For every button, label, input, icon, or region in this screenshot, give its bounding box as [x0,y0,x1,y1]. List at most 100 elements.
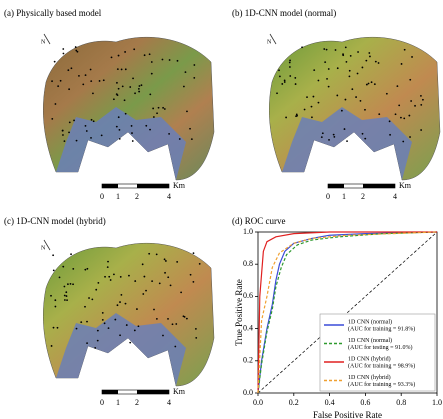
map-point [344,128,346,130]
map-point [195,337,197,339]
map-point [341,110,343,112]
map-point [326,78,328,80]
map-point [396,85,398,87]
map-point [156,318,158,320]
scale-label: 2 [135,398,139,407]
scale-label: 4 [167,192,171,201]
map-point [342,54,344,56]
map-point [289,75,291,77]
map-point [59,276,61,278]
map-point [414,105,416,107]
map-point [180,291,182,293]
map-point [64,295,66,297]
map-point [349,70,351,72]
map-point [67,283,69,285]
map-point [118,55,120,57]
map-point [88,297,90,299]
map-point [107,261,109,263]
map-point [68,132,70,134]
map-point [145,125,147,127]
map-point [132,77,134,79]
map-point [318,102,320,104]
map-point [328,139,330,141]
map-point [124,99,126,101]
map-point [289,66,291,68]
map-point [129,342,131,344]
map-point [333,134,335,136]
map-point [78,75,80,77]
map-point [183,86,185,88]
map-point [103,79,105,81]
map-point [328,86,330,88]
map-point [86,130,88,132]
map-point [145,290,147,292]
map-point [176,261,178,263]
map-point [386,93,388,95]
map-point [133,48,135,50]
map-point [131,132,133,134]
map-point [366,84,368,86]
map-point [104,322,106,324]
map-point [53,269,55,271]
map-point [125,68,127,70]
map-point [54,61,56,63]
map-point [90,69,92,71]
map-point [345,99,347,101]
map-point [134,280,136,282]
map-point [156,253,158,255]
scale-unit: Km [399,181,412,190]
map-point [126,324,128,326]
map-point [119,138,121,140]
map-point [97,282,99,284]
map-point [351,88,353,90]
map-point [51,345,53,347]
map-point [321,136,323,138]
map-point [62,134,64,136]
map-point [57,85,59,87]
map-point [122,85,124,87]
map-point [91,299,93,301]
scale-label: 2 [135,192,139,201]
map-point [69,121,71,123]
map-point [365,60,367,62]
map-point [132,140,134,142]
map-point [285,117,287,119]
map-point [97,340,99,342]
map-point [294,77,296,79]
map-point [93,120,95,122]
map-point [164,108,166,110]
map-point [75,50,77,52]
map-point [142,263,144,265]
map-point [162,107,164,109]
map-point [121,69,123,71]
map-point [118,116,120,118]
map-point [374,83,376,85]
map-point [369,56,371,58]
panel-label: (b) 1D-CNN model (normal) [232,8,336,18]
scale-label: 0 [100,398,104,407]
map-point [368,83,370,85]
map-point [335,49,337,51]
map-point [169,59,171,61]
map-point [296,113,298,115]
map-point [357,51,359,53]
map-point [62,266,64,268]
map-point [170,285,172,287]
map-point [350,55,352,57]
map-point [95,289,97,291]
map-point [164,258,166,260]
map-point [301,46,303,48]
x-tick-label: 0.8 [396,398,406,407]
map-point [306,96,308,98]
map-point [125,113,127,115]
map-point [119,129,121,131]
map-point [138,88,140,90]
scale-label: 2 [361,192,365,201]
map-point [164,272,166,274]
x-tick-label: 0.4 [325,398,335,407]
map-point [345,46,347,48]
map-point [158,107,160,109]
legend-label: 1D CNN (normal) [348,337,392,344]
map-point [402,141,404,143]
scale-bar [137,184,169,188]
